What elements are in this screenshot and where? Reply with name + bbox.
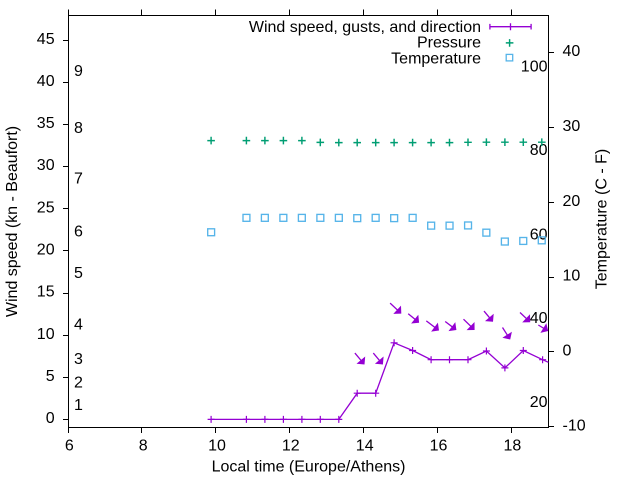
svg-text:60: 60: [530, 227, 548, 244]
svg-text:8: 8: [74, 120, 83, 137]
svg-text:10: 10: [208, 437, 226, 454]
svg-text:80: 80: [530, 142, 548, 159]
svg-text:40: 40: [563, 43, 581, 60]
svg-text:35: 35: [37, 115, 55, 132]
svg-text:30: 30: [563, 118, 581, 135]
svg-text:20: 20: [530, 394, 548, 411]
svg-text:3: 3: [74, 351, 83, 368]
svg-text:Wind speed (kn - Beaufort): Wind speed (kn - Beaufort): [4, 126, 21, 317]
svg-text:100: 100: [521, 59, 548, 76]
svg-text:10: 10: [37, 326, 55, 343]
svg-text:9: 9: [74, 63, 83, 80]
svg-text:16: 16: [430, 437, 448, 454]
svg-text:7: 7: [74, 171, 83, 188]
svg-text:15: 15: [37, 284, 55, 301]
svg-text:30: 30: [37, 157, 55, 174]
svg-text:10: 10: [563, 268, 581, 285]
svg-text:20: 20: [563, 193, 581, 210]
svg-text:0: 0: [46, 410, 55, 427]
svg-text:Pressure: Pressure: [417, 35, 481, 52]
svg-text:18: 18: [504, 437, 522, 454]
svg-text:-10: -10: [563, 417, 586, 434]
svg-text:1: 1: [74, 397, 83, 414]
svg-text:40: 40: [37, 73, 55, 90]
svg-text:6: 6: [65, 437, 74, 454]
svg-text:0: 0: [563, 343, 572, 360]
svg-text:Wind speed, gusts, and directi: Wind speed, gusts, and direction: [249, 19, 481, 36]
svg-text:5: 5: [46, 368, 55, 385]
svg-text:5: 5: [74, 265, 83, 282]
svg-text:Temperature (C - F): Temperature (C - F): [594, 149, 611, 289]
svg-text:20: 20: [37, 242, 55, 259]
svg-text:Temperature: Temperature: [391, 51, 481, 68]
svg-text:12: 12: [282, 437, 300, 454]
svg-text:4: 4: [74, 317, 83, 334]
svg-text:6: 6: [74, 224, 83, 241]
svg-text:40: 40: [530, 310, 548, 327]
svg-text:14: 14: [356, 437, 374, 454]
svg-text:2: 2: [74, 375, 83, 392]
svg-text:45: 45: [37, 31, 55, 48]
svg-text:25: 25: [37, 199, 55, 216]
svg-text:8: 8: [139, 437, 148, 454]
svg-text:Local time (Europe/Athens): Local time (Europe/Athens): [212, 458, 406, 475]
